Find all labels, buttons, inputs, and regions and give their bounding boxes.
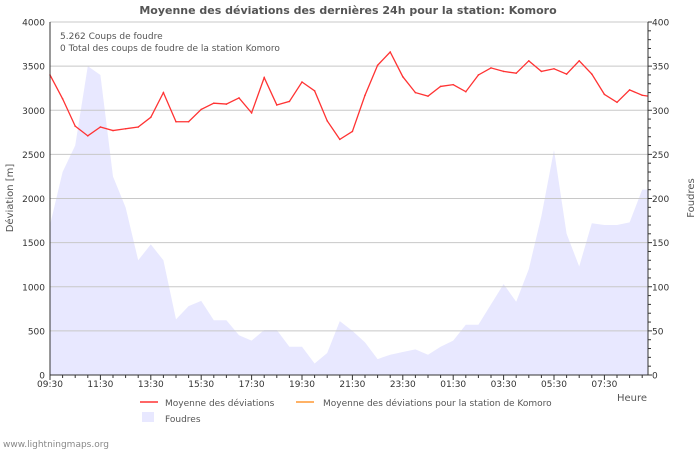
deviation-point (62, 98, 64, 100)
deviation-point (591, 73, 593, 75)
deviation-point (137, 126, 139, 128)
deviation-point (238, 97, 240, 99)
x-tick-label: 05:30 (541, 380, 567, 390)
deviation-point (314, 90, 316, 92)
deviation-point (578, 60, 580, 62)
deviation-point (553, 68, 555, 70)
x-tick-label: 17:30 (239, 380, 265, 390)
legend-label-foudres: Foudres (165, 415, 201, 425)
deviation-point (490, 67, 492, 69)
y-tick-label: 500 (28, 327, 45, 337)
x-tick-label: 07:30 (591, 380, 617, 390)
y-axis-label: Déviation [m] (4, 164, 16, 233)
y-tick-label: 3500 (22, 63, 45, 73)
deviation-point (200, 109, 202, 111)
y2-tick-label: 350 (652, 63, 669, 73)
legend-label-deviation: Moyenne des déviations (165, 398, 275, 409)
info-line-2: 0 Total des coups de foudre de la statio… (60, 44, 280, 54)
x-tick-label: 01:30 (440, 380, 466, 390)
y-tick-label: 1500 (22, 239, 45, 249)
deviation-point (465, 91, 467, 93)
deviation-point (629, 89, 631, 91)
deviation-point (415, 92, 417, 94)
legend: Moyenne des déviations Moyenne des dévia… (140, 398, 552, 425)
x-tick-label: 15:30 (188, 380, 214, 390)
deviation-point (604, 94, 606, 96)
deviation-point (175, 121, 177, 123)
deviation-point (339, 139, 341, 141)
chart-title: Moyenne des déviations des dernières 24h… (139, 4, 557, 17)
deviation-line-layer (49, 51, 648, 140)
y2-tick-label: 200 (652, 195, 669, 205)
deviation-point (427, 95, 429, 97)
foudres-area (50, 66, 648, 375)
deviation-point (566, 73, 568, 75)
deviation-point (301, 81, 303, 83)
deviation-point (503, 71, 505, 73)
deviation-point (100, 126, 102, 128)
deviation-point (74, 125, 76, 127)
y2-tick-label: 100 (652, 283, 669, 293)
deviation-point (112, 130, 114, 132)
y-tick-label: 4000 (22, 19, 45, 29)
deviation-point (528, 60, 530, 62)
deviation-point (263, 77, 265, 79)
deviation-point (352, 131, 354, 133)
x-tick-label: 19:30 (289, 380, 315, 390)
deviation-point (226, 103, 228, 105)
x-tick-label: 13:30 (138, 380, 164, 390)
deviation-point (452, 84, 454, 86)
y2-axis-label: Foudres (686, 178, 697, 217)
legend-swatch-foudres (142, 412, 154, 422)
deviation-point (541, 71, 543, 73)
deviation-point (641, 94, 643, 96)
deviation-point (150, 117, 152, 119)
x-tick-label: 03:30 (491, 380, 517, 390)
deviation-point (213, 102, 215, 104)
y-tick-label: 1000 (22, 283, 45, 293)
y2-tick-label: 250 (652, 151, 669, 161)
deviation-point (326, 120, 328, 122)
deviation-point (377, 64, 379, 66)
deviation-point (289, 101, 291, 103)
deviation-point (251, 112, 253, 114)
deviation-point (276, 104, 278, 106)
deviation-point (616, 102, 618, 104)
x-tick-label: 21:30 (339, 380, 365, 390)
x-axis-label: Heure (617, 393, 647, 404)
x-tick-label: 23:30 (390, 380, 416, 390)
deviation-point (188, 121, 190, 123)
foudres-area-layer (50, 66, 648, 375)
y2-tick-label: 300 (652, 107, 669, 117)
y2-tick-label: 0 (652, 372, 658, 382)
deviation-point (364, 94, 366, 96)
deviation-point (478, 74, 480, 76)
deviation-point (402, 76, 404, 78)
y-tick-label: 2500 (22, 151, 45, 161)
y-tick-label: 2000 (22, 195, 45, 205)
deviation-point (163, 92, 165, 94)
y-tick-label: 3000 (22, 107, 45, 117)
y2-tick-label: 400 (652, 19, 669, 29)
deviation-point (87, 135, 89, 137)
deviation-point (125, 128, 127, 130)
legend-label-station-deviation: Moyenne des déviations pour la station d… (323, 398, 552, 409)
deviation-point (389, 51, 391, 53)
x-tick-label: 11:30 (87, 380, 113, 390)
y2-tick-label: 50 (652, 327, 664, 337)
footer-credit: www.lightningmaps.org (3, 440, 109, 450)
deviation-point (440, 86, 442, 88)
y2-tick-label: 150 (652, 239, 669, 249)
x-tick-label: 09:30 (37, 380, 63, 390)
info-line-1: 5.262 Coups de foudre (60, 32, 163, 42)
deviation-line (50, 52, 648, 139)
deviation-point (515, 72, 517, 74)
